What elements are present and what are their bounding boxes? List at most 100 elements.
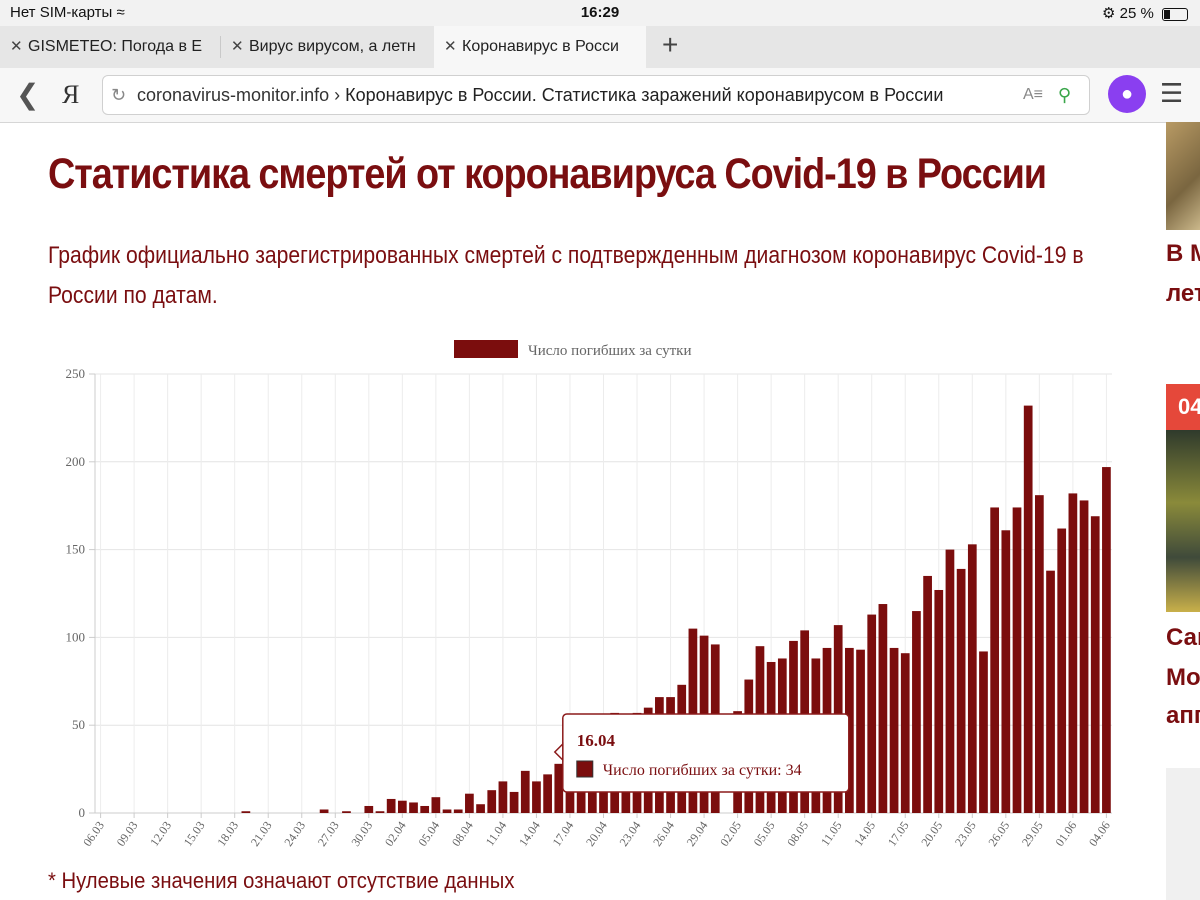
bar-14.05 — [867, 614, 877, 813]
lock-icon[interactable]: ⚲ — [1057, 85, 1071, 105]
bar-01.06 — [1068, 493, 1078, 813]
bar-22.05 — [956, 568, 966, 813]
status-bar: Нет SIM-карты ≈ 16:29 ⚙ 25 % — [0, 0, 1200, 26]
reader-mode-icon[interactable]: A≡ — [1022, 86, 1043, 103]
x-tick-label: 17.04 — [549, 819, 576, 849]
x-tick-label: 05.05 — [751, 819, 778, 849]
x-tick-label: 15.03 — [181, 819, 208, 849]
bar-06.04 — [442, 809, 452, 813]
x-tick-label: 05.04 — [415, 819, 442, 849]
x-tick-label: 01.06 — [1052, 819, 1079, 849]
bar-30.05 — [1046, 570, 1055, 813]
x-tick-label: 04.06 — [1086, 819, 1113, 849]
x-tick-label: 11.05 — [818, 819, 845, 849]
x-tick-label: 02.04 — [382, 819, 409, 849]
x-tick-label: 20.05 — [918, 819, 945, 849]
chart-tooltip: 16.04 Число погибших за сутки: 34 — [553, 713, 850, 793]
close-tab-icon[interactable]: ✕ — [231, 38, 244, 55]
legend-swatch — [454, 340, 518, 358]
bar-02.06 — [1079, 500, 1089, 813]
tab-coronavirus-russia[interactable]: ✕ Коронавирус в Росси — [434, 26, 646, 68]
tab-label: Коронавирус в Росси — [462, 38, 619, 55]
y-tick-label: 150 — [66, 542, 86, 557]
tooltip-pointer — [553, 742, 564, 762]
bar-15.05 — [878, 604, 888, 813]
x-tick-label: 08.04 — [449, 819, 476, 849]
bar-24.05 — [979, 651, 988, 813]
bar-07.04 — [453, 809, 463, 813]
x-tick-label: 24.03 — [281, 819, 308, 849]
yandex-logo-icon[interactable]: Я — [62, 80, 80, 109]
tooltip-title: 16.04 — [577, 731, 616, 750]
x-tick-label: 29.05 — [1019, 819, 1046, 849]
sidebar-news-title[interactable]: В М — [1166, 240, 1200, 267]
tab-bar: ✕ GISMETEO: Погода в Е ✕ Вирус вирусом, … — [0, 26, 1200, 68]
bar-13.04 — [520, 770, 530, 813]
bar-28.03 — [342, 811, 351, 813]
sidebar-news-image[interactable] — [1166, 430, 1200, 612]
new-tab-icon[interactable]: + — [662, 29, 679, 60]
page-title: Статистика смертей от коронавируса Covid… — [48, 150, 1047, 198]
reload-icon[interactable]: ↻ — [111, 85, 127, 105]
x-tick-label: 08.05 — [784, 819, 811, 849]
menu-icon[interactable]: ☰ — [1160, 78, 1184, 108]
sidebar-news-title-line2[interactable]: лет — [1166, 280, 1200, 307]
x-tick-label: 17.05 — [885, 819, 912, 849]
bar-30.03 — [364, 805, 374, 813]
url-text[interactable]: coronavirus-monitor.info › Коронавирус в… — [137, 76, 999, 114]
sidebar-news-title-line2[interactable]: Мо — [1166, 664, 1200, 691]
x-tick-label: 09.03 — [114, 819, 141, 849]
carrier-label: Нет SIM-карты — [10, 4, 113, 21]
x-tick-label: 23.04 — [617, 819, 644, 849]
chart-footnote: * Нулевые значения означают отсутствие д… — [48, 868, 515, 893]
bar-20.05 — [934, 589, 944, 813]
tab-divider — [220, 36, 221, 58]
sidebar-news-title[interactable]: Сам — [1166, 624, 1200, 651]
bar-19.03 — [241, 811, 251, 813]
x-tick-label: 30.03 — [348, 819, 375, 849]
tab-gismeteo[interactable]: ✕ GISMETEO: Погода в Е — [0, 26, 220, 68]
sidebar-news-image[interactable] — [1166, 122, 1200, 230]
bar-15.04 — [543, 774, 552, 813]
sidebar-news-image[interactable] — [1166, 768, 1200, 900]
back-icon[interactable]: ❮ — [16, 79, 40, 110]
navigation-bar: ❮ Я ↻ coronavirus-monitor.info › Коронав… — [0, 68, 1200, 123]
battery-percent: 25 % — [1119, 5, 1154, 22]
y-tick-label: 0 — [79, 805, 86, 820]
tab-label: Вирус вирусом, а летн — [249, 38, 416, 55]
url-page-title: Коронавирус в России. Статистика заражен… — [345, 85, 944, 105]
y-tick-label: 100 — [66, 629, 86, 644]
bar-18.05 — [912, 611, 921, 813]
clock: 16:29 — [580, 4, 620, 21]
bar-03.06 — [1090, 516, 1100, 813]
x-tick-label: 12.03 — [147, 819, 174, 849]
sidebar-news-title-line3[interactable]: апп — [1166, 702, 1200, 729]
tooltip-swatch — [576, 760, 594, 778]
bar-16.05 — [889, 647, 899, 813]
bar-14.04 — [532, 781, 541, 813]
bar-01.04 — [386, 798, 396, 813]
bar-04.06 — [1102, 467, 1111, 813]
bar-04.04 — [420, 805, 430, 813]
voice-search-mic-icon[interactable]: ● — [1108, 75, 1146, 113]
bar-05.04 — [431, 797, 441, 813]
bar-13.05 — [856, 649, 865, 813]
legend-label: Число погибших за сутки — [528, 343, 692, 359]
close-tab-icon[interactable]: ✕ — [444, 38, 457, 55]
x-tick-label: 18.03 — [214, 819, 241, 849]
address-bar[interactable]: ↻ coronavirus-monitor.info › Коронавирус… — [102, 75, 1090, 115]
bar-31.03 — [375, 811, 385, 813]
x-tick-label: 21.03 — [248, 819, 275, 849]
tooltip-box — [562, 713, 850, 793]
x-tick-label: 23.05 — [952, 819, 979, 849]
x-tick-label: 11.04 — [483, 819, 510, 849]
close-tab-icon[interactable]: ✕ — [10, 38, 23, 55]
bar-31.05 — [1057, 528, 1067, 813]
bar-28.05 — [1023, 405, 1033, 813]
bar-11.04 — [498, 781, 508, 813]
x-tick-label: 02.05 — [717, 819, 744, 849]
tab-virus-article[interactable]: ✕ Вирус вирусом, а летн — [221, 26, 433, 68]
x-tick-label: 27.03 — [315, 819, 342, 849]
bar-26.05 — [1001, 530, 1011, 813]
battery-icon — [1162, 7, 1188, 21]
